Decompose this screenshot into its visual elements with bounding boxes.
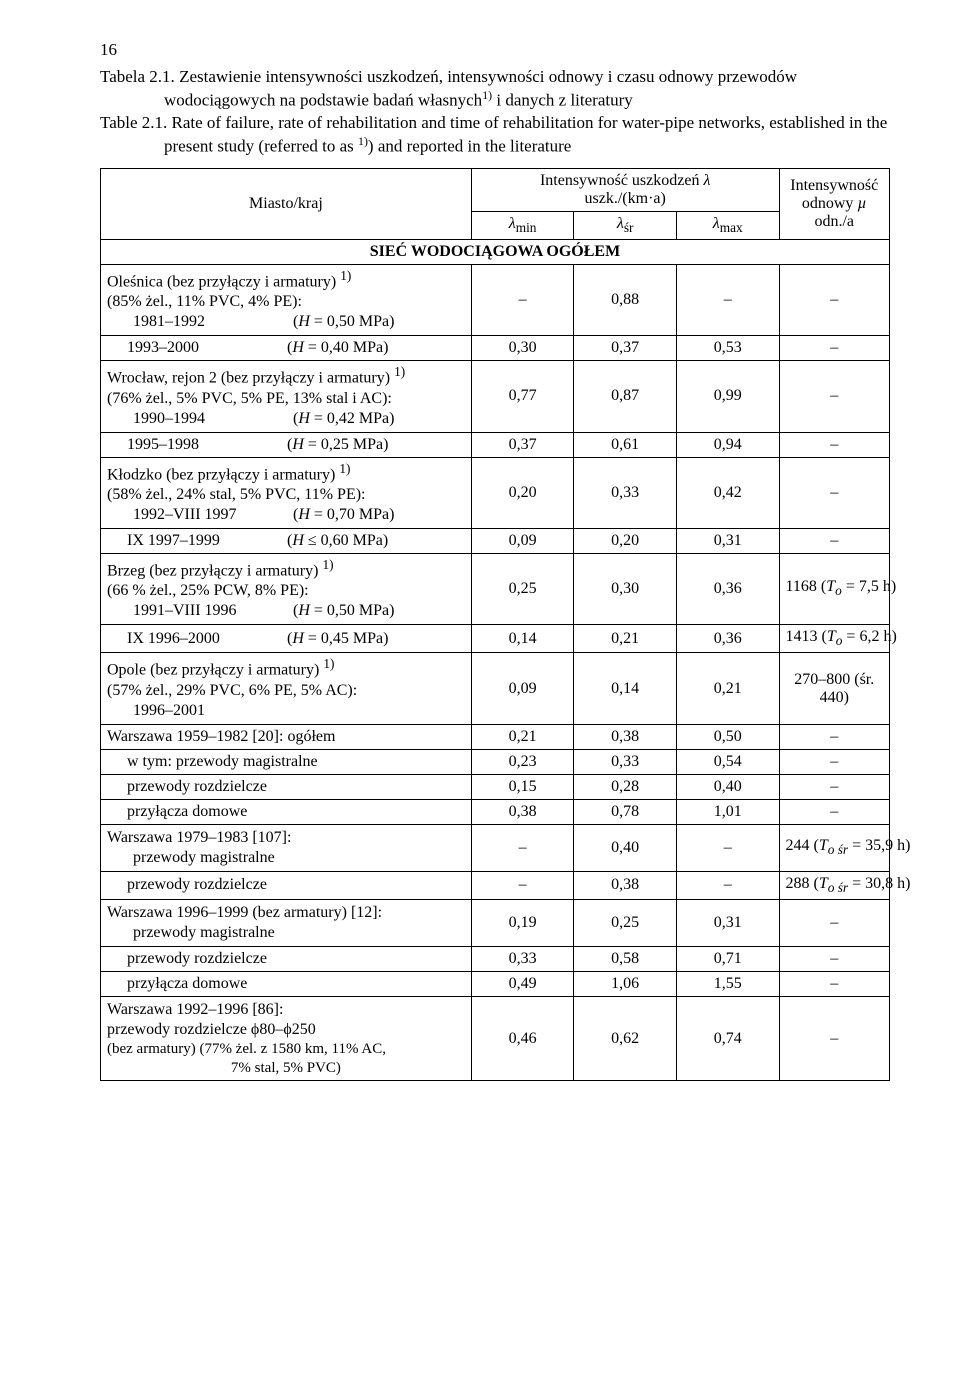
- header-uszk: Intensywność uszkodzeń λ uszk./(km·a): [471, 168, 779, 211]
- table-row: przyłącza domowe 0,49 1,06 1,55 –: [101, 971, 890, 996]
- table-row: Wrocław, rejon 2 (bez przyłączy i armatu…: [101, 361, 890, 432]
- table-row: Kłodzko (bez przyłączy i armatury) 1) (5…: [101, 457, 890, 528]
- section-row: SIEĆ WODOCIĄGOWA OGÓŁEM: [101, 239, 890, 264]
- group-head: Oleśnica (bez przyłączy i armatury) 1) (…: [101, 264, 472, 335]
- table-row: w tym: przewody magistralne 0,23 0,33 0,…: [101, 749, 890, 774]
- caption-pl-sup: 1): [482, 88, 492, 102]
- table-row: Warszawa 1996–1999 (bez armatury) [12]: …: [101, 899, 890, 946]
- table-row: przyłącza domowe 0,38 0,78 1,01 –: [101, 799, 890, 824]
- caption-pl: Tabela 2.1. Zestawienie intensywności us…: [100, 66, 890, 112]
- header-miasto: Miasto/kraj: [101, 168, 472, 239]
- header-lsr: λśr: [574, 211, 677, 239]
- caption-pl-text: Zestawienie intensywności uszkodzeń, int…: [164, 67, 797, 110]
- caption-en-label: Table 2.1.: [100, 113, 167, 132]
- caption-pl-label: Tabela 2.1.: [100, 67, 175, 86]
- table-row: Warszawa 1979–1983 [107]: przewody magis…: [101, 824, 890, 871]
- caption-pl-text2: i danych z literatury: [492, 91, 633, 110]
- table-row: IX 1996–2000(H = 0,45 MPa) 0,14 0,21 0,3…: [101, 625, 890, 653]
- section-title: SIEĆ WODOCIĄGOWA OGÓŁEM: [101, 239, 890, 264]
- table-row: przewody rozdzielcze 0,33 0,58 0,71 –: [101, 946, 890, 971]
- page-number: 16: [100, 40, 890, 60]
- table-row: przewody rozdzielcze 0,15 0,28 0,40 –: [101, 774, 890, 799]
- table-row: przewody rozdzielcze – 0,38 – 288 (To śr…: [101, 871, 890, 899]
- table-row: Warszawa 1959–1982 [20]: ogółem 0,21 0,3…: [101, 724, 890, 749]
- caption-en: Table 2.1. Rate of failure, rate of reha…: [100, 112, 890, 158]
- caption-en-text2: ) and reported in the literature: [368, 137, 571, 156]
- table-row: IX 1997–1999(H ≤ 0,60 MPa) 0,09 0,20 0,3…: [101, 528, 890, 553]
- header-lmax: λmax: [676, 211, 779, 239]
- header-odnowy: Intensywność odnowy µ odn./a: [779, 168, 889, 239]
- table-row: 1993–2000(H = 0,40 MPa) 0,30 0,37 0,53 –: [101, 336, 890, 361]
- table-header-row: Miasto/kraj Intensywność uszkodzeń λ usz…: [101, 168, 890, 211]
- table-row: Brzeg (bez przyłączy i armatury) 1) (66 …: [101, 553, 890, 624]
- header-lmin: λmin: [471, 211, 574, 239]
- caption-en-sup: 1): [358, 134, 368, 148]
- table-row: Oleśnica (bez przyłączy i armatury) 1) (…: [101, 264, 890, 335]
- table-row: Warszawa 1992–1996 [86]: przewody rozdzi…: [101, 996, 890, 1081]
- table-row: Opole (bez przyłączy i armatury) 1) (57%…: [101, 653, 890, 724]
- table-row: 1995–1998(H = 0,25 MPa) 0,37 0,61 0,94 –: [101, 432, 890, 457]
- data-table: Miasto/kraj Intensywność uszkodzeń λ usz…: [100, 168, 890, 1082]
